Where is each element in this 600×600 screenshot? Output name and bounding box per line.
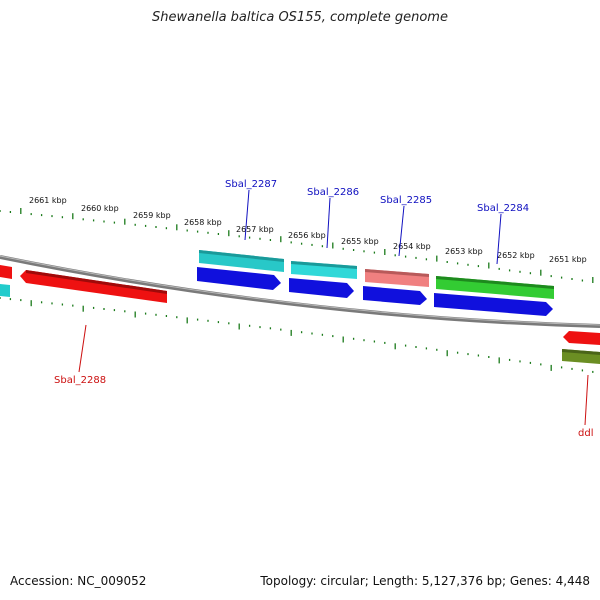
- inner-gene-row: [197, 267, 553, 316]
- topology-text: Topology: circular; Length: 5,127,376 bp…: [260, 574, 590, 588]
- tick-label: 2657 kbp: [236, 225, 274, 234]
- map-title: Shewanella baltica OS155, complete genom…: [152, 10, 448, 25]
- gene-label-sbal-2285[interactable]: Sbal_2285: [380, 195, 432, 206]
- inner-tick-ruler: [0, 297, 594, 373]
- tick-label: 2659 kbp: [133, 211, 171, 220]
- tick-label: 2658 kbp: [184, 218, 222, 227]
- gene-label-ddl[interactable]: ddl: [578, 428, 593, 439]
- tick-label: 2654 kbp: [393, 242, 431, 251]
- gene-feature-sbal-2284[interactable]: [436, 276, 554, 299]
- gene-feature-cyan-edge-upper[interactable]: [0, 284, 10, 297]
- tick-label: 2661 kbp: [29, 196, 67, 205]
- tick-label: 2660 kbp: [81, 204, 119, 213]
- gene-label-sbal-2286[interactable]: Sbal_2286: [307, 187, 359, 198]
- tick-label: 2656 kbp: [288, 231, 326, 240]
- outer-gene-row: [0, 250, 600, 364]
- tick-label: 2655 kbp: [341, 237, 379, 246]
- gene-feature-blue-arrow[interactable]: [363, 286, 427, 305]
- gene-feature-sbal-2287[interactable]: [199, 250, 284, 272]
- tick-label: 2653 kbp: [445, 247, 483, 256]
- gene-label-sbal-2288[interactable]: Sbal_2288: [54, 375, 106, 386]
- genome-backbone: [0, 255, 600, 328]
- tick-label: 2652 kbp: [497, 251, 535, 260]
- gene-feature-ddl-red[interactable]: [563, 331, 600, 345]
- gene-label-sbal-2284[interactable]: Sbal_2284: [477, 203, 529, 214]
- gene-feature-blue-arrow[interactable]: [289, 278, 354, 298]
- gene-feature-sbal-2288[interactable]: [20, 270, 167, 303]
- tick-label: 2651 kbp: [549, 255, 587, 264]
- accession-text: Accession: NC_009052: [10, 574, 147, 588]
- gene-feature-red-edge[interactable]: [0, 265, 12, 279]
- outer-tick-ruler: [0, 208, 594, 283]
- gene-feature-blue-arrow[interactable]: [434, 293, 553, 316]
- gene-label-sbal-2287[interactable]: Sbal_2287: [225, 179, 277, 190]
- gene-feature-blue-arrow[interactable]: [197, 267, 281, 290]
